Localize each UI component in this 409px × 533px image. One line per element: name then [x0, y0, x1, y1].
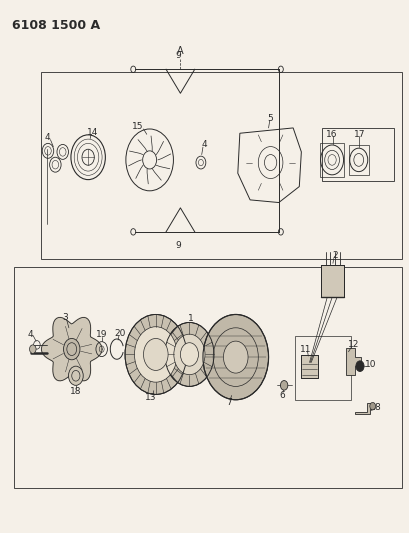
Text: 4: 4	[27, 330, 33, 339]
Circle shape	[68, 366, 83, 385]
Text: 20: 20	[114, 329, 126, 338]
Text: 15: 15	[132, 123, 144, 131]
Text: A: A	[177, 46, 183, 56]
Bar	[14, 266, 401, 488]
Text: 18: 18	[70, 387, 81, 395]
Text: 19: 19	[96, 330, 107, 339]
Text: 3: 3	[63, 313, 68, 322]
Text: 2: 2	[331, 252, 337, 260]
Circle shape	[280, 381, 287, 390]
Text: 4: 4	[44, 133, 50, 142]
Circle shape	[369, 402, 375, 410]
Text: 8: 8	[373, 403, 379, 412]
Circle shape	[125, 314, 186, 394]
Circle shape	[164, 322, 213, 386]
Text: 9: 9	[175, 241, 181, 249]
Text: 13: 13	[145, 393, 156, 402]
Bar	[301, 355, 317, 378]
Bar	[320, 265, 343, 297]
Circle shape	[63, 338, 80, 360]
Text: 6: 6	[279, 391, 284, 400]
Text: 9: 9	[175, 52, 181, 60]
Text: 10: 10	[364, 360, 376, 369]
Text: 4: 4	[201, 141, 207, 149]
Circle shape	[29, 345, 36, 353]
Text: 6108 1500 A: 6108 1500 A	[12, 19, 100, 31]
Circle shape	[180, 343, 198, 366]
Circle shape	[134, 327, 177, 382]
Bar	[301, 355, 317, 378]
Circle shape	[173, 334, 204, 375]
Polygon shape	[354, 403, 373, 414]
Bar	[294, 336, 350, 400]
Bar	[41, 72, 401, 259]
Circle shape	[355, 361, 363, 372]
Bar	[320, 265, 343, 297]
Bar	[319, 143, 344, 177]
Text: 17: 17	[353, 130, 365, 139]
Bar	[348, 145, 368, 175]
Circle shape	[223, 341, 247, 373]
Text: 1: 1	[187, 314, 193, 322]
Circle shape	[202, 314, 268, 400]
Text: 5: 5	[266, 114, 272, 123]
Text: 14: 14	[86, 128, 98, 136]
Text: 12: 12	[347, 340, 358, 349]
Polygon shape	[346, 348, 360, 375]
Bar	[321, 128, 393, 181]
Circle shape	[143, 338, 168, 370]
Text: 11: 11	[299, 345, 310, 353]
Polygon shape	[41, 318, 102, 381]
Text: 7: 7	[225, 399, 231, 407]
Text: 16: 16	[326, 130, 337, 139]
